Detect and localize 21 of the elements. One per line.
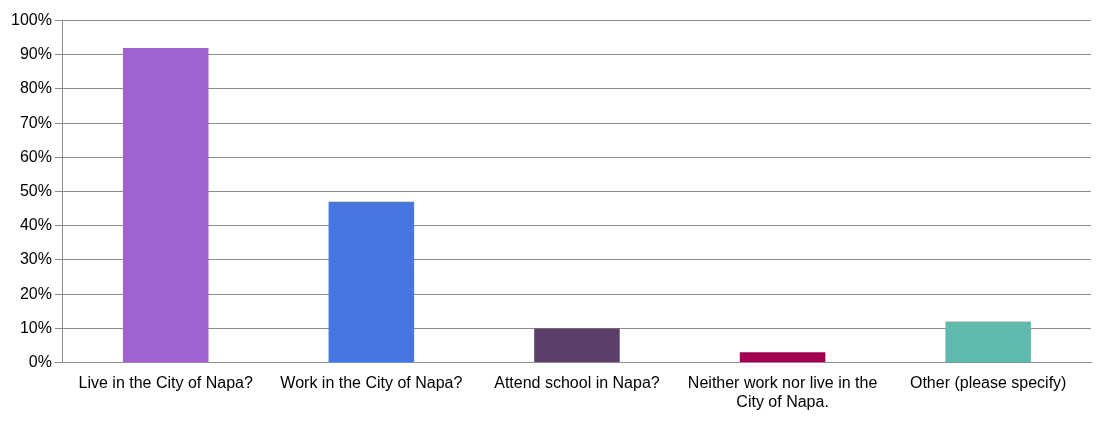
y-tick-label: 30%	[19, 250, 52, 268]
x-tick-label: Other (please specify)	[909, 373, 1067, 391]
bar	[945, 321, 1031, 363]
y-tick-label: 20%	[19, 284, 52, 302]
y-tick-label: 40%	[19, 216, 52, 234]
bar	[739, 352, 826, 363]
bar	[534, 328, 620, 363]
y-tick-label: 50%	[19, 182, 52, 200]
y-tick-label: 100%	[11, 11, 52, 29]
x-tick-label: Neither work nor live in the City of Napa.	[687, 373, 878, 410]
x-tick-label: Work in the City of Napa?	[280, 373, 463, 391]
y-tick-label: 60%	[19, 147, 52, 165]
y-tick-label: 0%	[28, 353, 52, 371]
y-tick-label: 10%	[19, 318, 52, 336]
y-tick-label: 80%	[19, 79, 52, 97]
y-tick-label: 90%	[19, 45, 52, 63]
x-tick-label: Attend school in Napa?	[494, 373, 660, 391]
bar	[328, 201, 415, 363]
y-tick-label: 70%	[19, 113, 52, 131]
x-tick-label: Live in the City of Napa?	[78, 373, 253, 391]
bar	[122, 47, 209, 363]
